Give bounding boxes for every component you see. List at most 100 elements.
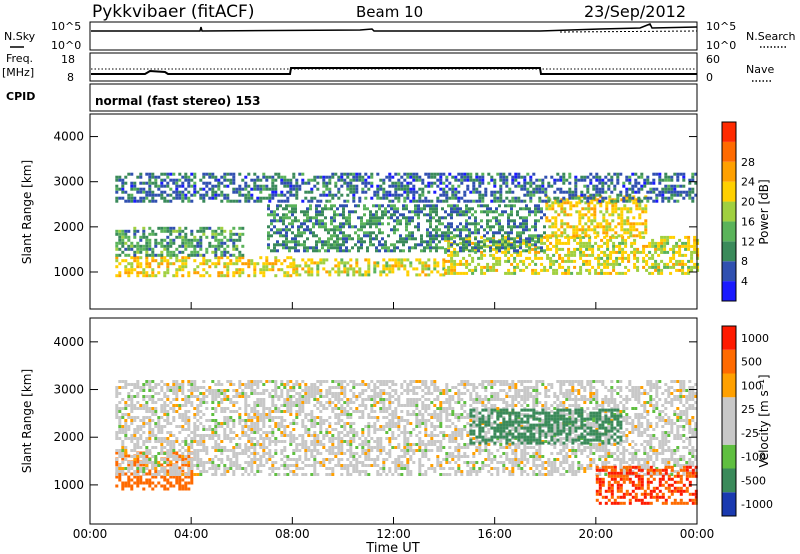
- power-cell: [270, 234, 273, 238]
- power-cell: [635, 228, 639, 232]
- velocity-cell: [313, 431, 317, 434]
- power-cell: [635, 234, 639, 238]
- power-cell: [430, 172, 434, 176]
- power-cell: [315, 213, 318, 217]
- power-cell: [531, 271, 535, 275]
- power-cell: [313, 175, 317, 179]
- power-cell: [406, 175, 410, 179]
- power-cell: [442, 273, 446, 277]
- power-cell: [381, 210, 384, 214]
- velocity-cell: [340, 452, 344, 455]
- velocity-cell: [295, 437, 299, 440]
- velocity-cell: [253, 413, 257, 416]
- power-cell: [310, 196, 314, 200]
- power-cell: [545, 201, 549, 205]
- power-cell: [505, 181, 509, 185]
- power-cell: [289, 187, 293, 191]
- velocity-cell: [343, 386, 347, 389]
- power-cell: [199, 193, 203, 197]
- power-cell: [279, 234, 282, 238]
- velocity-cell: [253, 473, 257, 476]
- power-cell: [208, 187, 212, 191]
- power-cell: [391, 181, 395, 185]
- velocity-cell: [172, 467, 176, 470]
- power-cell: [578, 219, 582, 223]
- power-cell: [609, 271, 613, 275]
- power-cell: [315, 222, 318, 226]
- velocity-cell: [154, 413, 158, 416]
- velocity-cell: [136, 473, 140, 476]
- power-cell: [664, 178, 668, 182]
- power-cell: [393, 231, 396, 235]
- velocity-cell: [289, 440, 293, 443]
- power-cell: [169, 262, 173, 266]
- power-cell: [453, 207, 456, 211]
- velocity-cell: [223, 422, 227, 425]
- velocity-cell: [181, 383, 185, 386]
- velocity-cell: [286, 401, 290, 404]
- power-cell: [232, 232, 236, 236]
- freq-left-tick-bottom: 8: [67, 71, 74, 84]
- power-cell: [580, 178, 584, 182]
- velocity-cell: [220, 422, 224, 425]
- power-cell: [588, 259, 592, 263]
- velocity-cell: [136, 457, 140, 461]
- velocity-cell: [247, 461, 251, 464]
- velocity-cell: [313, 461, 317, 464]
- velocity-cell: [319, 395, 323, 398]
- power-cell: [169, 229, 173, 233]
- power-cell: [495, 268, 499, 272]
- power-cell: [151, 190, 155, 194]
- power-cell: [343, 261, 347, 265]
- velocity-cell: [178, 431, 182, 434]
- velocity-cell: [289, 404, 293, 407]
- power-cell: [480, 225, 483, 229]
- power-cell: [661, 178, 665, 182]
- power-cell: [644, 228, 648, 232]
- power-cell: [532, 190, 536, 194]
- power-cell: [315, 204, 318, 208]
- power-cell: [253, 178, 257, 182]
- power-cell: [664, 184, 668, 188]
- power-cell: [304, 181, 308, 185]
- power-cell: [563, 213, 567, 217]
- power-cell: [369, 216, 372, 220]
- power-cell: [235, 268, 239, 272]
- power-cell: [528, 237, 531, 241]
- power-cell: [142, 226, 146, 230]
- velocity-cell: [262, 392, 266, 395]
- power-cell: [507, 244, 511, 248]
- power-cell: [658, 178, 662, 182]
- power-cell: [121, 187, 125, 191]
- velocity-cell: [280, 419, 284, 422]
- power-cell: [175, 193, 179, 197]
- power-cell: [370, 181, 374, 185]
- velocity-cell: [193, 380, 197, 383]
- power-cell: [572, 234, 576, 238]
- power-cell: [451, 184, 455, 188]
- power-cell: [334, 258, 338, 262]
- power-cell: [489, 219, 492, 223]
- power-cell: [548, 207, 552, 211]
- power-cell: [501, 210, 504, 214]
- power-cell: [187, 184, 191, 188]
- power-cell: [660, 238, 664, 242]
- velocity-cell: [247, 440, 251, 443]
- power-cell: [256, 175, 260, 179]
- velocity-cell: [313, 470, 317, 473]
- velocity-cell: [331, 410, 335, 413]
- power-cell: [271, 181, 275, 185]
- power-cell: [670, 184, 674, 188]
- velocity-cell: [313, 419, 317, 422]
- power-cell: [567, 253, 571, 257]
- power-cell: [561, 256, 565, 260]
- cpid-text: normal (fast stereo) 153: [95, 94, 261, 108]
- power-cell: [337, 196, 341, 200]
- power-cell: [187, 253, 191, 257]
- velocity-cell: [262, 440, 266, 443]
- power-cell: [444, 234, 447, 238]
- power-cell: [259, 199, 263, 203]
- power-cell: [459, 234, 462, 238]
- power-cell: [436, 270, 440, 274]
- velocity-cell: [343, 440, 347, 443]
